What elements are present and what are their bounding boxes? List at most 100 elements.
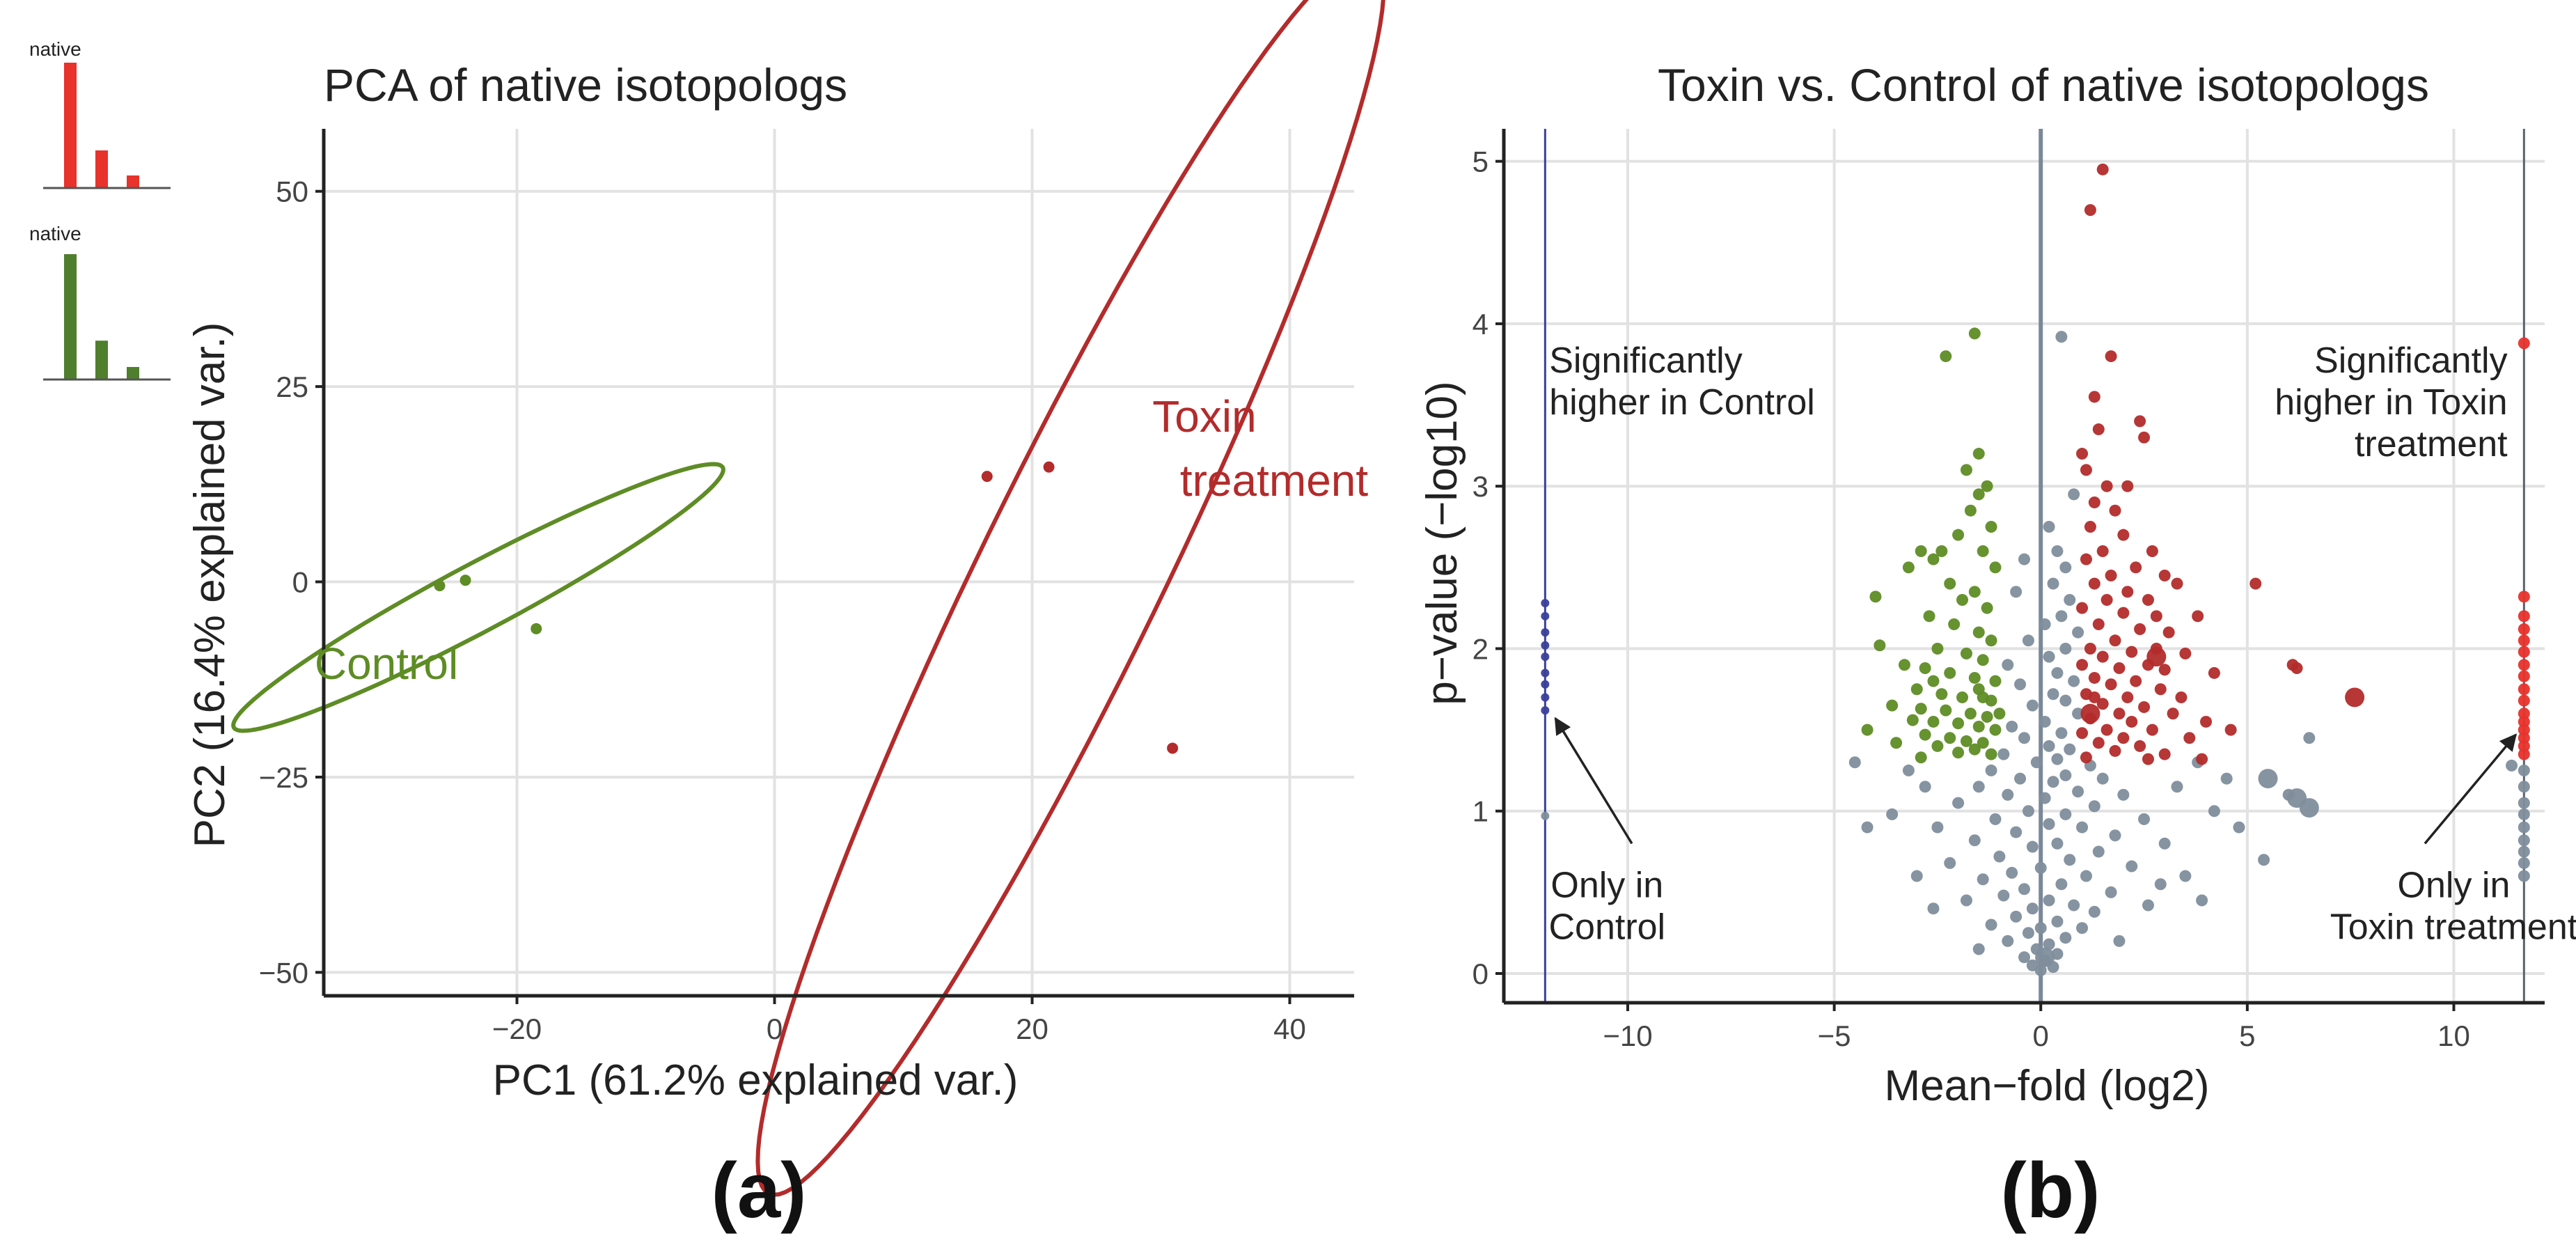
- higher-in-control-point: [1977, 545, 1989, 558]
- toxin-treatment-ellipse: [755, 0, 1385, 1197]
- volcano-y-axis-label: p−value (−log10): [1418, 381, 1466, 705]
- x-tick-label: 5: [2239, 1019, 2255, 1052]
- not-significant-point: [2002, 788, 2014, 801]
- higher-in-toxin-treatment-point: [2076, 659, 2089, 671]
- pca-axes: [315, 129, 1354, 1004]
- only-in-control-ns-point: [1541, 811, 1550, 820]
- toxin-treatment-point: [1167, 742, 1179, 754]
- not-significant-point: [1927, 902, 1940, 915]
- only-in-toxin-treatment-ns-point: [2518, 797, 2530, 809]
- not-significant-point: [2088, 905, 2100, 918]
- not-significant-point: [2018, 951, 2030, 964]
- higher-in-control-point: [1985, 521, 1997, 533]
- annotation-line: higher in Control: [1549, 382, 1815, 423]
- not-significant-point: [1910, 870, 1923, 882]
- not-significant-point: [2034, 861, 2047, 874]
- not-significant-point: [2076, 821, 2089, 834]
- only-in-control-point: [1541, 611, 1550, 620]
- higher-in-control-point: [1993, 707, 2006, 720]
- not-significant-point: [2059, 808, 2072, 820]
- annotation-arrow: [2424, 733, 2518, 845]
- only-in-toxin-treatment-point: [2518, 732, 2530, 744]
- not-significant-point: [2034, 922, 2047, 935]
- higher-in-control-point: [1940, 704, 1952, 717]
- legend-icon-bar: [64, 63, 77, 188]
- not-significant-large-point: [2299, 798, 2319, 818]
- not-significant-point: [2014, 678, 2027, 691]
- higher-in-control-point: [1919, 662, 1931, 674]
- higher-in-control-point: [1960, 464, 1972, 476]
- only-in-toxin-treatment-ns-point: [2518, 834, 2530, 847]
- higher-in-toxin-treatment-point: [2092, 737, 2105, 749]
- higher-in-toxin-treatment-point: [2138, 431, 2151, 444]
- not-significant-point: [2105, 886, 2117, 898]
- not-significant-point: [2043, 740, 2055, 752]
- toxin-group-label-line1: Toxin: [1152, 391, 1256, 441]
- not-significant-point: [2026, 699, 2039, 712]
- higher-in-control-point: [1960, 647, 1972, 659]
- higher-in-toxin-treatment-point: [2100, 593, 2113, 606]
- not-significant-point: [2303, 732, 2316, 744]
- toxin-group-label-line2: treatment: [1180, 455, 1369, 506]
- higher-in-toxin-treatment-point: [2121, 691, 2134, 703]
- higher-in-toxin-treatment-point: [2105, 678, 2117, 691]
- control-group-label: Control: [315, 639, 458, 689]
- only-in-control-point: [1541, 599, 1550, 608]
- not-significant-point: [2072, 707, 2084, 720]
- y-tick-label: 25: [276, 370, 308, 403]
- higher-in-control-point: [1874, 639, 1886, 652]
- only-in-toxin-treatment-point: [2518, 591, 2530, 603]
- higher-in-toxin-treatment-point: [2080, 751, 2092, 764]
- only-in-toxin-treatment-ns-point: [2518, 821, 2530, 834]
- control-point: [531, 623, 542, 634]
- higher-in-control-point: [1919, 728, 1931, 741]
- higher-in-toxin-treatment-point: [2113, 662, 2126, 674]
- higher-in-control-point: [1972, 683, 1985, 696]
- not-significant-point: [2006, 866, 2018, 879]
- only-in-toxin-treatment-ns-point: [2518, 845, 2530, 858]
- x-tick-label: −20: [492, 1012, 542, 1045]
- higher-in-control-point: [1944, 732, 1956, 744]
- not-significant-point: [2080, 870, 2092, 882]
- pca-panel: −20 0 20 40 −50 −25 0 25 50 PCA of native isotop…: [186, 0, 1385, 1234]
- higher-in-control-point: [1948, 618, 1961, 630]
- not-significant-point: [2055, 610, 2068, 623]
- only-in-toxin-treatment-ns-point: [2518, 764, 2530, 776]
- higher-in-toxin-treatment-point: [2088, 391, 2100, 403]
- only-in-control-point: [1541, 668, 1550, 678]
- not-significant-point: [2018, 883, 2030, 896]
- volcano-axes: [1495, 129, 2545, 1011]
- higher-in-toxin-treatment-point: [2142, 753, 2154, 765]
- not-significant-point: [1989, 813, 2002, 825]
- higher-in-control-point: [1989, 675, 2002, 687]
- not-significant-point: [1944, 857, 1956, 869]
- volcano-tick-labels: −10 −5 0 5 10 0 1 2 3 4 5: [1472, 146, 2470, 1052]
- higher-in-toxin-treatment-point: [2146, 724, 2158, 736]
- higher-in-control-point: [1981, 480, 1993, 492]
- not-significant-point: [1993, 850, 2006, 863]
- higher-in-toxin-treatment-point: [2130, 675, 2142, 687]
- only-in-toxin-treatment-point: [2518, 707, 2530, 720]
- annotation-line: Only in: [2398, 865, 2511, 905]
- y-tick-label: 2: [1472, 632, 1489, 665]
- not-significant-point: [2010, 586, 2023, 598]
- not-significant-point: [2043, 818, 2055, 830]
- not-significant-point: [2088, 800, 2100, 813]
- not-significant-point: [2043, 938, 2055, 951]
- annotation-text: Only in Control: [1548, 865, 1665, 947]
- higher-in-toxin-treatment-large-point: [2345, 687, 2365, 707]
- legend-icon-label: native: [29, 223, 81, 244]
- only-in-toxin-treatment-point: [2518, 634, 2530, 647]
- not-significant-point: [2109, 829, 2121, 842]
- not-significant-point: [2010, 826, 2023, 838]
- volcano-annotations: Significantly higher in ControlSignifican…: [1548, 341, 2576, 947]
- not-significant-point: [2051, 837, 2064, 850]
- not-significant-point: [1861, 821, 1874, 834]
- not-significant-large-point: [2035, 947, 2055, 967]
- higher-in-toxin-treatment-point: [2192, 610, 2204, 623]
- higher-in-control-point: [1931, 740, 1944, 752]
- only-in-toxin-treatment-ns-point: [2518, 808, 2530, 820]
- higher-in-toxin-treatment-point: [2080, 553, 2092, 565]
- higher-in-control-point: [1985, 634, 1997, 647]
- higher-in-control-point: [1968, 743, 1981, 756]
